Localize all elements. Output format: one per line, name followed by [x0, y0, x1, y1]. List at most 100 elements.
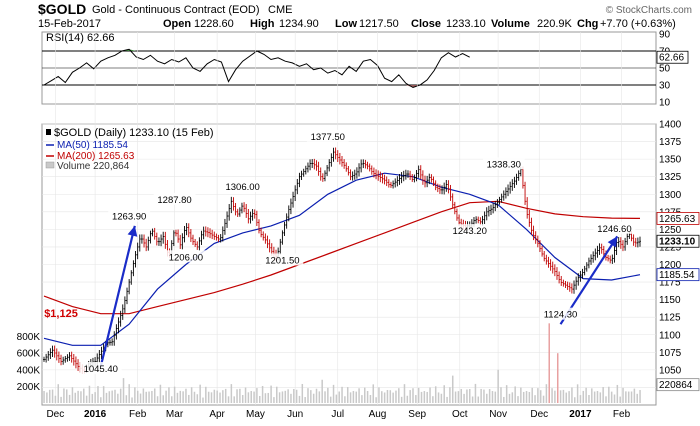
volume-bar: [315, 388, 318, 403]
volume-bar: [542, 395, 545, 403]
volume-bar: [139, 393, 142, 403]
price-annotation: 1045.40: [84, 364, 118, 375]
trend-arrow-head: [127, 225, 138, 237]
x-axis: Dec 2016 Feb Mar Apr May Jun Jul Aug Sep Oct Nov Dec…: [46, 409, 630, 420]
volume-bar: [602, 387, 604, 403]
volume-bar: [216, 390, 218, 403]
volume-tick-label: 200K: [17, 382, 41, 393]
x-tick-label: Aug: [369, 409, 387, 420]
volume-bar: [207, 391, 210, 403]
trend-arrow-shaft: [99, 225, 136, 367]
watermark: © StockCharts.com: [606, 5, 692, 16]
volume-bar: [415, 395, 417, 403]
volume-bar: [224, 388, 227, 403]
volume-bar: [222, 390, 224, 403]
volume-bar: [375, 397, 377, 403]
annotation-bg: [108, 209, 151, 222]
x-tick-label: Feb: [129, 409, 147, 420]
volume-bar: [185, 388, 187, 403]
volume-bar: [633, 388, 636, 403]
volume-bar: [622, 387, 624, 403]
volume-bars: [43, 323, 641, 403]
x-tick-label: May: [246, 409, 265, 420]
volume-bar: [258, 395, 261, 403]
volume-bar: [148, 391, 150, 403]
volume-bar: [324, 391, 326, 403]
volume-bar: [241, 395, 244, 403]
volume-bar: [378, 387, 380, 403]
price-last-value: 1233.10: [659, 237, 696, 248]
ma200-last-value-box: [656, 211, 700, 225]
volume-bar: [290, 393, 292, 403]
volume-bar: [145, 391, 147, 403]
price-annotation: 1287.80: [157, 195, 191, 206]
volume-bar: [556, 353, 559, 403]
volume-bar: [256, 388, 258, 403]
volume-bar: [460, 388, 462, 403]
volume-bar: [554, 390, 556, 403]
volume-bar: [188, 394, 190, 403]
price-annotation: $1,125: [44, 308, 78, 320]
volume-bar: [227, 396, 230, 403]
volume-bar: [202, 397, 204, 403]
volume-bar: [85, 395, 88, 403]
price-y-axis: 1025105010751100112511501175120012251250…: [659, 120, 682, 394]
volume-bar: [471, 396, 474, 403]
volume-bar: [122, 378, 125, 403]
close-label: Close: [411, 18, 441, 30]
open-label: Open: [163, 18, 191, 30]
volume-y-axis: 200K 400K 600K 800K: [17, 332, 41, 393]
price-annotation: 1246.60: [597, 224, 631, 235]
volume-bar: [213, 389, 216, 403]
legend-price: $GOLD (Daily) 1233.10 (15 Feb): [54, 127, 214, 139]
price-tick-label: 1400: [659, 120, 682, 131]
volume-bar: [298, 395, 301, 403]
volume-bar: [88, 385, 91, 403]
volume-bar: [599, 392, 602, 403]
price-last-value-box: [656, 234, 700, 248]
volume-bar: [278, 392, 281, 403]
close-value: 1233.10: [446, 18, 486, 30]
annotation-bg: [306, 129, 349, 142]
volume-bar: [610, 391, 613, 403]
volume-bar: [636, 393, 638, 403]
volume-bar: [165, 390, 167, 403]
legend-volume: Volume 220,864: [57, 161, 130, 172]
volume-bar: [66, 389, 68, 403]
price-tick-label: 1325: [659, 172, 682, 183]
volume-bar: [295, 389, 298, 403]
price-legend: $GOLD (Daily) 1233.10 (15 Feb) MA(50) 11…: [45, 127, 214, 172]
volume-bar: [517, 396, 519, 403]
volume-bar: [153, 388, 156, 403]
volume-bar: [301, 383, 304, 403]
volume-bar: [68, 394, 71, 403]
volume-bar: [539, 390, 542, 403]
annotation-bg: [261, 253, 304, 266]
volume-bar: [267, 392, 270, 403]
volume-bar: [386, 389, 389, 403]
price-legend-swatch: [46, 129, 51, 135]
volume-bar: [469, 389, 471, 403]
volume-bar: [591, 388, 593, 403]
volume-bar: [97, 386, 99, 403]
volume-bar: [559, 390, 562, 403]
volume-bar: [46, 392, 48, 403]
price-tick-label: 1125: [659, 313, 681, 324]
volume-bar: [102, 386, 105, 403]
volume-bar: [182, 391, 184, 403]
volume-bar: [429, 387, 431, 403]
volume-bar: [329, 396, 332, 403]
volume-bar: [193, 391, 196, 403]
volume-bar: [63, 388, 65, 403]
x-tick-label: Dec: [530, 409, 548, 420]
price-annotation: 1338.30: [487, 159, 521, 170]
volume-bar: [119, 388, 122, 403]
annotation-bg: [153, 192, 196, 205]
contract-name: Gold - Continuous Contract (EOD): [92, 4, 260, 16]
volume-bar: [545, 384, 548, 403]
volume-bar: [179, 390, 182, 403]
volume-bar: [327, 387, 329, 403]
volume-bar: [361, 395, 363, 403]
volume-value: 220.9K: [537, 18, 573, 30]
volume-bar: [630, 391, 633, 403]
